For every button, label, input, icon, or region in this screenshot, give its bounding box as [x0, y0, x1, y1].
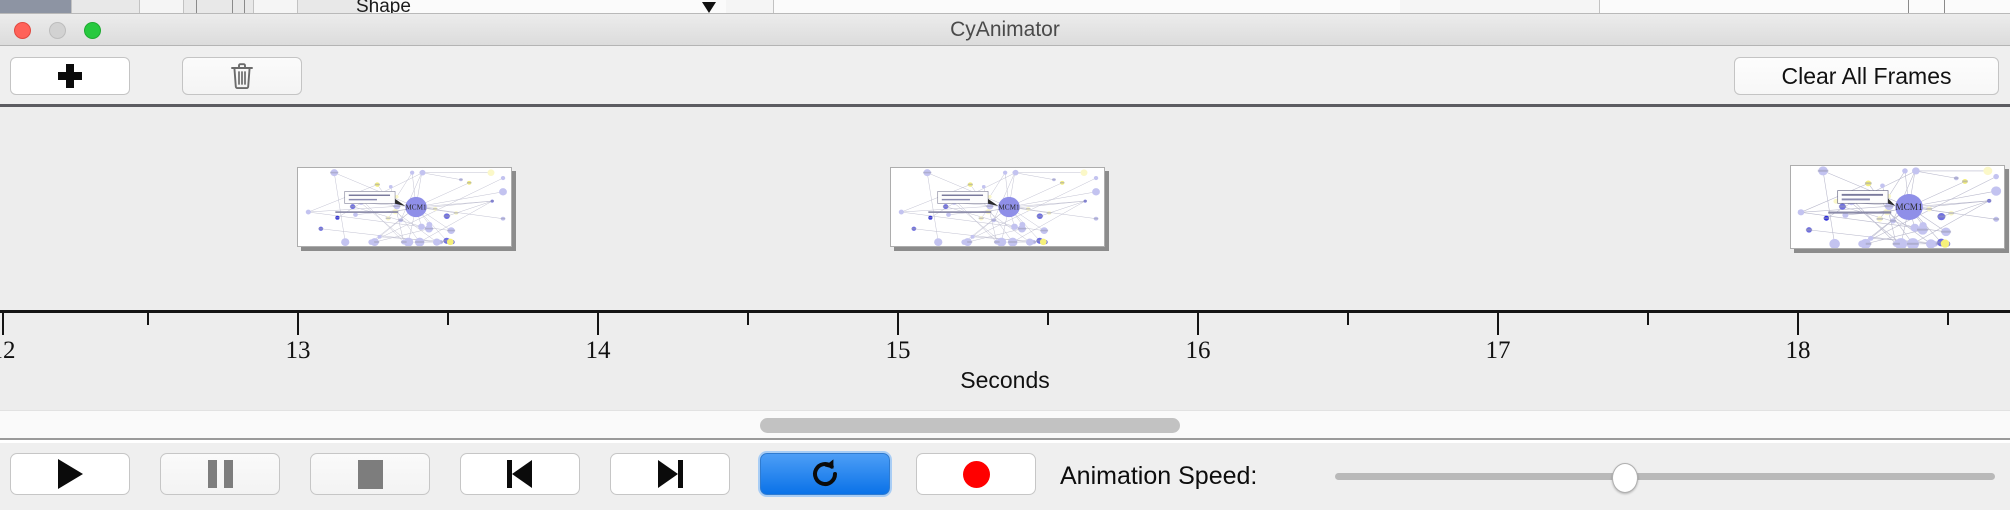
timeline-frame-thumbnail[interactable]: MCM1: [1790, 165, 2005, 249]
play-icon: [57, 459, 83, 489]
add-frame-button[interactable]: [10, 57, 130, 95]
pause-button[interactable]: [160, 453, 280, 495]
window-title: CyAnimator: [950, 18, 1060, 41]
axis-tick: [897, 313, 899, 335]
bg-tick: [1944, 0, 1945, 13]
animation-speed-label: Animation Speed:: [1060, 462, 1258, 490]
network-graph: MCM1: [305, 169, 507, 246]
network-graph: MCM1: [898, 169, 1100, 246]
loop-button[interactable]: [760, 453, 890, 495]
plus-icon: [57, 63, 83, 89]
timeline-frame-thumbnail[interactable]: MCM1: [297, 167, 512, 247]
record-icon: [962, 460, 990, 488]
axis-title: Seconds: [960, 367, 1050, 393]
bg-tick: [1908, 0, 1909, 13]
svg-text:MCM1: MCM1: [998, 204, 1020, 212]
axis-tick: [1647, 313, 1649, 325]
skip-to-start-button[interactable]: [460, 453, 580, 495]
axis-tick: [147, 313, 149, 325]
axis-tick-label: 16: [1185, 337, 1211, 364]
bg-chip: [72, 0, 140, 13]
axis-tick-label: 18: [1785, 337, 1811, 364]
axis-tick: [1347, 313, 1349, 325]
axis-tick-label: 17: [1485, 337, 1511, 364]
axis-tick: [2, 313, 4, 335]
playback-control-bar: Animation Speed:: [0, 443, 2010, 510]
axis-tick-label: 15: [885, 337, 911, 364]
bg-chip: [726, 0, 774, 13]
clear-all-frames-label: Clear All Frames: [1781, 62, 1952, 89]
axis-tick: [1947, 313, 1949, 325]
pause-icon: [207, 460, 233, 488]
minimize-button[interactable]: [49, 22, 66, 39]
bg-chip: [184, 0, 254, 13]
stop-button[interactable]: [310, 453, 430, 495]
axis-tick-label: 12: [0, 337, 16, 364]
axis-tick: [747, 313, 749, 325]
bg-chip: [298, 0, 372, 13]
bg-chip: [1400, 0, 1600, 13]
bg-tick: [244, 0, 245, 13]
svg-text:MCM1: MCM1: [1895, 202, 1923, 212]
axis-tick: [1797, 313, 1799, 335]
bg-chip: [254, 0, 298, 13]
timeline-axis: [0, 310, 2010, 313]
axis-tick: [1047, 313, 1049, 325]
stop-icon: [357, 459, 383, 489]
background-window-label: Shape: [356, 0, 411, 14]
timeline-scrollbar-thumb[interactable]: [760, 418, 1180, 433]
clear-all-frames-button[interactable]: Clear All Frames: [1734, 57, 1999, 95]
loop-icon: [813, 459, 837, 487]
network-graph: MCM1: [1797, 166, 2002, 248]
timeline-frame-thumbnail[interactable]: MCM1: [890, 167, 1105, 247]
bg-wedge-icon: [702, 2, 716, 13]
axis-tick: [447, 313, 449, 325]
close-button[interactable]: [14, 22, 31, 39]
timeline-scrollbar[interactable]: [0, 410, 2010, 440]
axis-tick: [1497, 313, 1499, 335]
bg-tick: [196, 0, 197, 13]
animation-speed-slider[interactable]: [1335, 443, 1995, 510]
axis-tick: [297, 313, 299, 335]
skip-to-end-button[interactable]: [610, 453, 730, 495]
axis-tick-label: 14: [585, 337, 611, 364]
slider-track: [1335, 473, 1995, 480]
skip-end-icon: [656, 460, 684, 488]
delete-frame-button[interactable]: [182, 57, 302, 95]
play-button[interactable]: [10, 453, 130, 495]
toolbar-separator: [0, 104, 2010, 107]
background-window-strip: Shape: [0, 0, 2010, 14]
slider-thumb[interactable]: [1612, 463, 1639, 493]
maximize-button[interactable]: [84, 22, 101, 39]
toolbar: Clear All Frames: [0, 46, 2010, 105]
axis-tick-label: 13: [285, 337, 311, 364]
trash-icon: [231, 63, 253, 90]
record-button[interactable]: [916, 453, 1036, 495]
axis-tick: [1197, 313, 1199, 335]
bg-chip: [0, 0, 72, 13]
svg-text:MCM1: MCM1: [405, 204, 427, 212]
timeline-panel[interactable]: MCM1 MCM1 MCM1 12 13 14 15 16 17 18 Seconds: [0, 107, 2010, 410]
title-bar: CyAnimator: [0, 14, 2010, 46]
skip-start-icon: [506, 460, 534, 488]
bg-chip: [140, 0, 184, 13]
axis-tick: [597, 313, 599, 335]
bg-tick: [232, 0, 233, 13]
